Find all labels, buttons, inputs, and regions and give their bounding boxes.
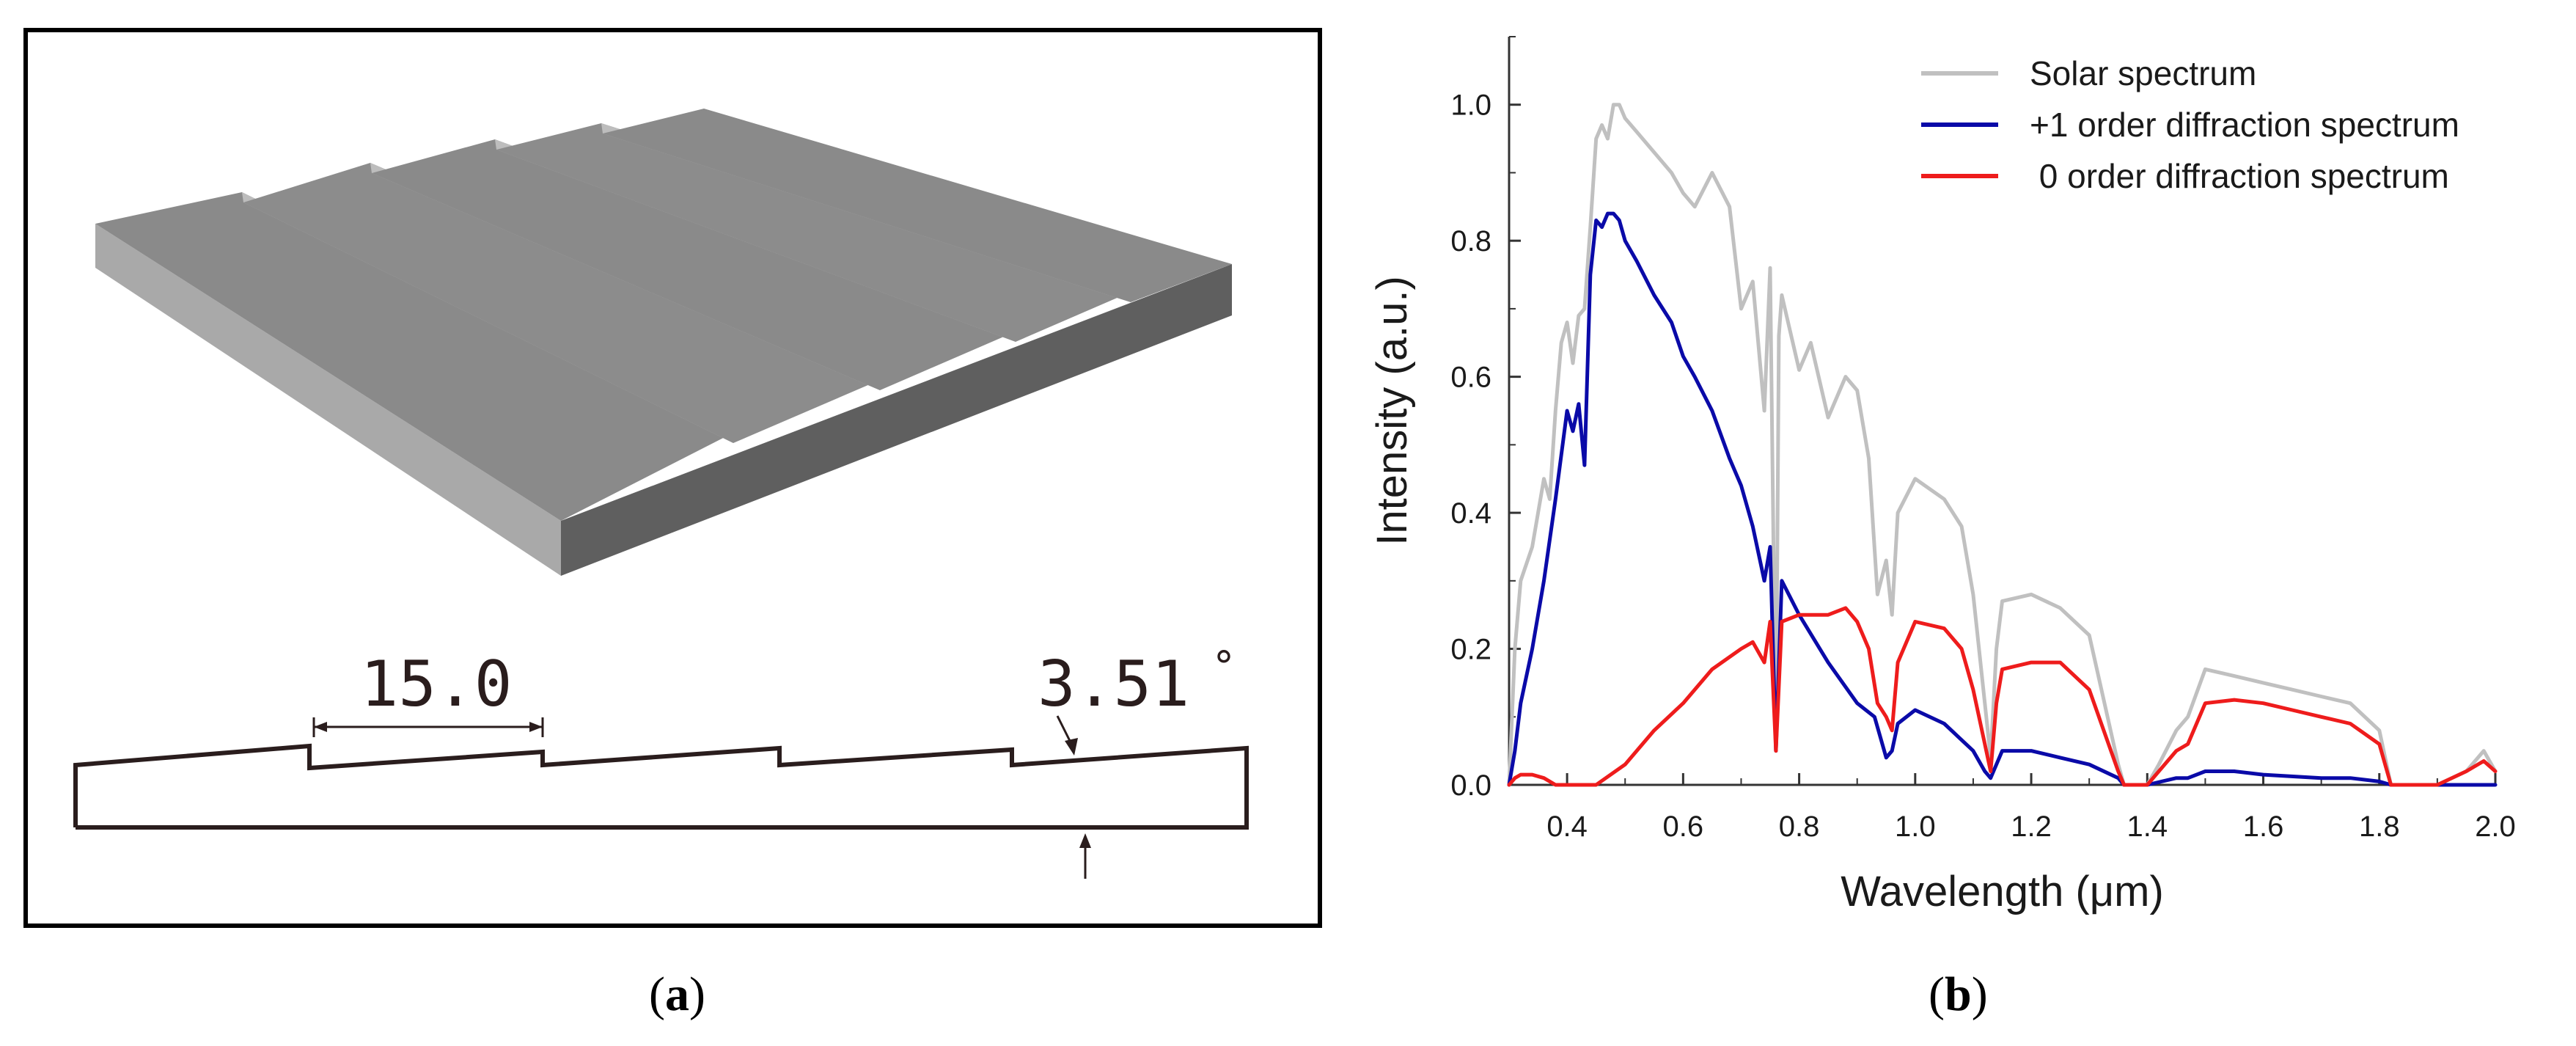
y-tick-label: 0.2 <box>1450 634 1491 666</box>
grating-3d-model <box>95 109 1232 576</box>
chart-series <box>1507 103 2498 787</box>
chart-axes: 0.4 0.6 0.8 1.0 1.2 1.4 1.6 1.8 2.0 0.0 0.2 0.4 0.6 0… <box>1450 36 2516 843</box>
series-line-2 <box>1507 211 2498 787</box>
pitch-dimension: 15.0 <box>312 648 544 737</box>
y-tick-label: 0.6 <box>1450 362 1491 394</box>
spectrum-chart: 0.4 0.6 0.8 1.0 1.2 1.4 1.6 1.8 2.0 0.0 0.2 0.4 0.6 0… <box>1368 36 2516 915</box>
x-tick-label: 1.2 <box>2011 811 2052 843</box>
x-tick-label: 1.8 <box>2359 811 2400 843</box>
caption-a-letter: a <box>664 968 689 1021</box>
series-line-1 <box>1507 103 2498 787</box>
y-tick-label: 0.4 <box>1450 497 1491 530</box>
legend-label-1: Solar spectrum <box>2030 54 2256 92</box>
x-tick-label: 0.4 <box>1546 811 1588 843</box>
y-tick-label: 0.8 <box>1450 225 1491 257</box>
grating-facet-3 <box>372 139 1016 390</box>
legend-label-2: +1 order diffraction spectrum <box>2030 106 2459 144</box>
degree-symbol: ° <box>1214 643 1234 691</box>
angle-dimension: 3.51 ° <box>1038 643 1234 879</box>
profile-outline <box>73 743 1249 830</box>
caption-a: (a) <box>649 968 705 1021</box>
panel-a-frame <box>23 28 1322 928</box>
x-tick-label: 1.6 <box>2243 811 2284 843</box>
grating-profile <box>73 743 1249 830</box>
chart-legend: Solar spectrum +1 order diffraction spect… <box>1921 54 2459 195</box>
x-tick-label: 1.4 <box>2127 811 2168 843</box>
caption-b-letter: b <box>1944 968 1972 1021</box>
panel-a-drawing: 15.0 3.51 ° <box>73 109 1249 879</box>
x-tick-label: 0.6 <box>1663 811 1704 843</box>
legend-label-3: 0 order diffraction spectrum <box>2030 157 2449 195</box>
grating-facet-5 <box>603 109 1232 302</box>
y-tick-label: 1.0 <box>1450 89 1491 122</box>
x-tick-label: 0.8 <box>1779 811 1820 843</box>
angle-value: 3.51 <box>1038 648 1189 721</box>
x-tick-label: 2.0 <box>2475 811 2516 843</box>
grating-facet-1 <box>95 192 733 521</box>
y-axis-label: Intensity (a.u.) <box>1368 276 1416 545</box>
block-left-face <box>95 224 561 576</box>
pitch-value: 15.0 <box>360 648 512 721</box>
x-axis-label: Wavelength (μm) <box>1841 868 2164 915</box>
y-tick-label: 0.0 <box>1450 769 1491 802</box>
block-front-face <box>561 264 1232 576</box>
grating-facet-4 <box>496 123 1131 342</box>
caption-b: (b) <box>1929 968 1988 1021</box>
series-line-3 <box>1507 606 2498 787</box>
x-tick-label: 1.0 <box>1895 811 1936 843</box>
grating-facet-2 <box>243 163 880 443</box>
